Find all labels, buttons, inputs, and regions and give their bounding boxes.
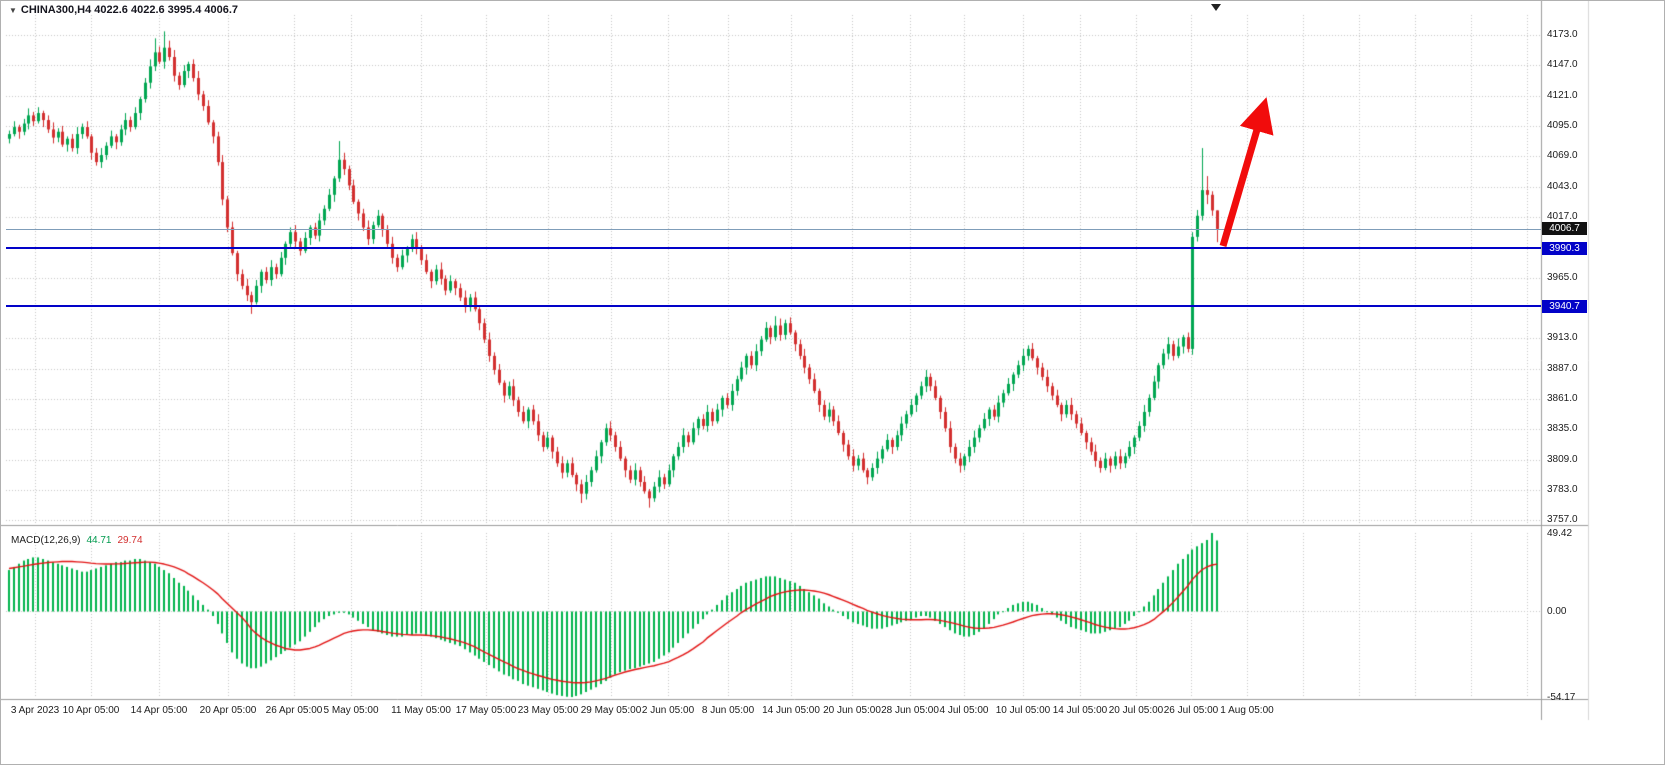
- resistance-line[interactable]: [6, 247, 1541, 250]
- price-axis-label: 3861.0: [1547, 393, 1578, 405]
- price-axis-label: 4043.0: [1547, 180, 1578, 192]
- price-axis-label: 3887.0: [1547, 362, 1578, 374]
- time-axis-label: 3 Apr 2023: [10, 705, 60, 716]
- time-axis-label: 5 May 05:00: [323, 705, 379, 716]
- macd-axis-label: 49.42: [1547, 528, 1573, 539]
- time-axis-label: 11 May 05:00: [391, 705, 451, 716]
- support-line[interactable]: [6, 305, 1541, 308]
- price-axis-label: 3757.0: [1547, 514, 1578, 526]
- trend-arrow-icon[interactable]: [1199, 94, 1295, 264]
- time-axis-label: 23 May 05:00: [517, 705, 579, 716]
- macd-signal-value: 29.74: [117, 535, 143, 546]
- time-axis-label: 17 May 05:00: [455, 705, 517, 716]
- time-axis-label: 14 Jul 05:00: [1052, 705, 1108, 716]
- price-axis-label: 3835.0: [1547, 423, 1578, 435]
- time-axis-label: 20 Jun 05:00: [823, 705, 881, 716]
- time-axis-label: 10 Apr 05:00: [62, 705, 120, 716]
- price-axis-label: 4017.0: [1547, 210, 1578, 222]
- time-scale[interactable]: 3 Apr 2023 10 Apr 05:00 14 Apr 05:00 20 Apr…: [1, 700, 1591, 722]
- resistance-price-badge: 3990.3: [1542, 241, 1587, 255]
- time-axis-label: 26 Apr 05:00: [265, 705, 323, 716]
- price-axis-label: 3913.0: [1547, 332, 1578, 344]
- price-axis-label: 3783.0: [1547, 484, 1578, 496]
- macd-axis-label: 0.00: [1547, 606, 1567, 618]
- time-axis-label: 2 Jun 05:00: [641, 705, 695, 716]
- macd-name: MACD(12,26,9): [11, 535, 81, 546]
- price-axis-label: 4095.0: [1547, 119, 1578, 131]
- symbol-dropdown-icon[interactable]: ▼: [9, 6, 17, 15]
- macd-main-value: 44.71: [86, 535, 112, 546]
- symbol-readout: ▼ CHINA300,H4 4022.6 4022.6 3995.4 4006.7: [9, 4, 238, 16]
- time-axis-label: 14 Jun 05:00: [762, 705, 820, 716]
- time-axis-label: 1 Aug 05:00: [1220, 705, 1274, 716]
- time-axis-label: 29 May 05:00: [580, 705, 642, 716]
- time-axis-label: 14 Apr 05:00: [130, 705, 188, 716]
- time-axis-label: 28 Jun 05:00: [881, 705, 939, 716]
- macd-indicator-label: MACD(12,26,9) 44.71 29.74: [11, 535, 149, 546]
- time-axis-label: 20 Apr 05:00: [199, 705, 257, 716]
- time-axis-label: 26 Jul 05:00: [1163, 705, 1219, 716]
- price-axis-label: 3809.0: [1547, 453, 1578, 465]
- macd-axis-label: -54.17: [1547, 692, 1576, 703]
- chart-shift-marker[interactable]: [1211, 4, 1221, 11]
- time-axis-label: 10 Jul 05:00: [995, 705, 1051, 716]
- price-axis-label: 4147.0: [1547, 59, 1578, 71]
- support-price-badge: 3940.7: [1542, 299, 1587, 313]
- price-axis-label: 3965.0: [1547, 271, 1578, 283]
- price-axis-label: 4173.0: [1547, 28, 1578, 40]
- time-axis-label: 20 Jul 05:00: [1108, 705, 1164, 716]
- price-axis-label: 4121.0: [1547, 89, 1578, 101]
- time-axis-label: 8 Jun 05:00: [701, 705, 755, 716]
- current-price-badge: 4006.7: [1542, 222, 1587, 236]
- price-axis-label: 4069.0: [1547, 150, 1578, 162]
- price-scale[interactable]: 4173.0 4147.0 4121.0 4095.0 4069.0 4043.0 4017…: [1541, 1, 1588, 720]
- symbol-ohlc-text: CHINA300,H4 4022.6 4022.6 3995.4 4006.7: [20, 4, 239, 16]
- current-price-line: [6, 229, 1541, 230]
- time-axis-label: 4 Jul 05:00: [939, 705, 989, 716]
